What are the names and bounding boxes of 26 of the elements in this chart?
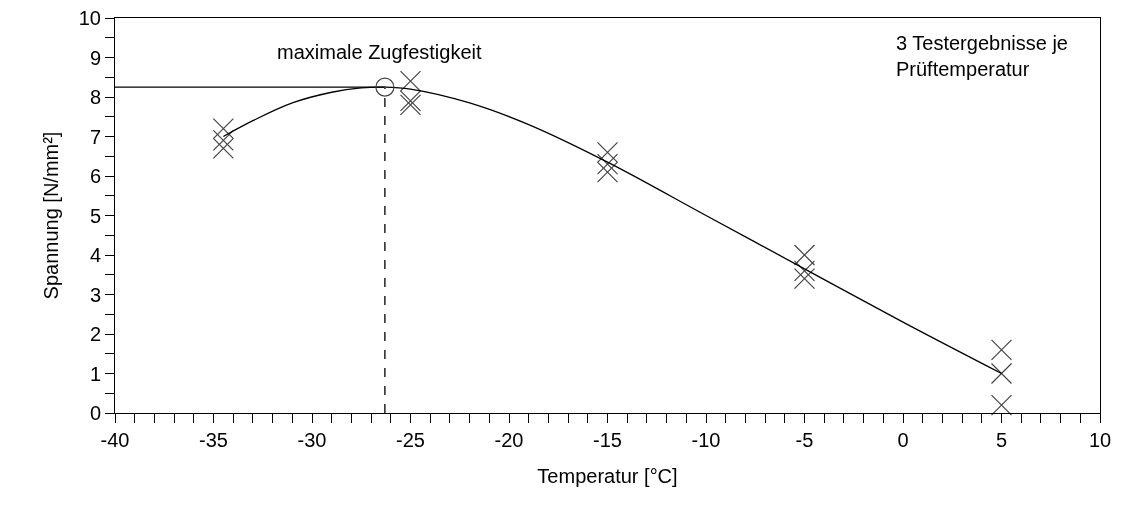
x-tick-label: -20 — [494, 429, 524, 451]
x-tick-label: -5 — [795, 429, 814, 451]
y-axis-title: Spannung [N/mm²] — [40, 131, 63, 300]
x-tick-label: 10 — [1088, 429, 1112, 451]
x-tick-label: -25 — [396, 429, 425, 451]
x-axis-title: Temperatur [°C] — [537, 464, 678, 487]
y-tick-label: 8 — [89, 86, 101, 108]
y-tick-label: 1 — [89, 362, 101, 385]
x-tick-label: 5 — [995, 429, 1008, 451]
y-tick-label: 0 — [89, 402, 101, 424]
x-tick-label: -15 — [593, 429, 622, 451]
y-tick-label: 4 — [89, 244, 101, 266]
x-tick-label: -40 — [100, 429, 130, 451]
y-tick-label: 7 — [89, 125, 101, 148]
y-tick-label: 6 — [89, 165, 101, 187]
x-tick-label: 0 — [897, 429, 909, 451]
x-tick-label: -30 — [297, 429, 327, 451]
x-tick-label: -35 — [199, 429, 228, 451]
y-tick-label: 5 — [89, 204, 101, 227]
y-tick-label: 9 — [89, 46, 101, 69]
annotation: maximale Zugfestigkeit — [277, 41, 482, 63]
x-tick-label: -10 — [691, 429, 721, 451]
annotation: 3 Testergebnisse je Prüftemperatur — [896, 32, 1068, 80]
y-tick-label: 2 — [89, 323, 101, 345]
y-tick-label: 3 — [89, 283, 101, 306]
y-tick-label: 10 — [78, 7, 101, 29]
